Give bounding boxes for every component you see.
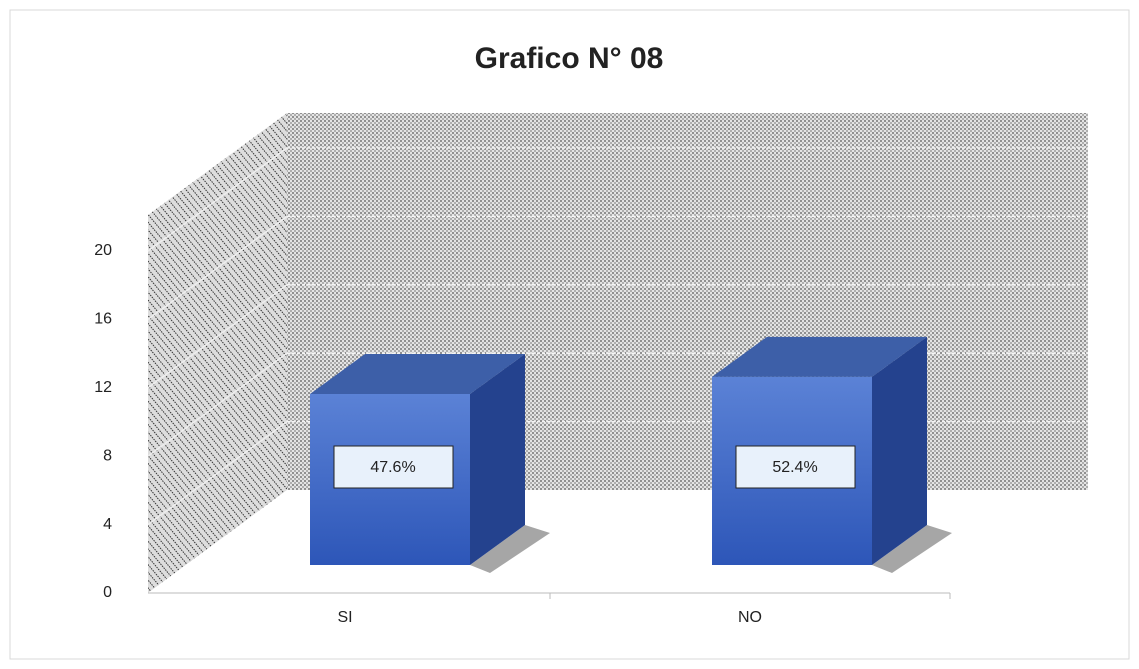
chart-title: Grafico N° 08 (475, 42, 664, 75)
grid-line (147, 284, 288, 389)
x-tick-label: SI (337, 609, 352, 626)
value-label-box (333, 445, 454, 489)
y-tick-label: 12 (94, 379, 112, 396)
grid-line (147, 420, 288, 526)
x-tick-label: NO (738, 609, 762, 626)
y-tick-label: 4 (103, 516, 112, 533)
y-tick-label: 0 (103, 584, 112, 601)
bar-shadow (872, 525, 952, 573)
grid-line (147, 352, 288, 457)
grid-line (147, 147, 288, 252)
y-tick-label: 8 (103, 447, 112, 464)
bar-top (712, 336, 927, 377)
grid-line (147, 215, 288, 321)
floor (148, 490, 1088, 593)
y-tick-label: 16 (94, 311, 112, 328)
bar-side (872, 336, 927, 565)
bar-shadow (470, 525, 550, 573)
value-label-box (735, 445, 856, 489)
y-tick-label: 20 (94, 242, 112, 259)
bar-side (470, 354, 525, 565)
value-label: 52.4% (772, 459, 817, 476)
side-wall (148, 113, 287, 593)
bar-top (310, 354, 525, 394)
value-label: 47.6% (370, 459, 415, 476)
